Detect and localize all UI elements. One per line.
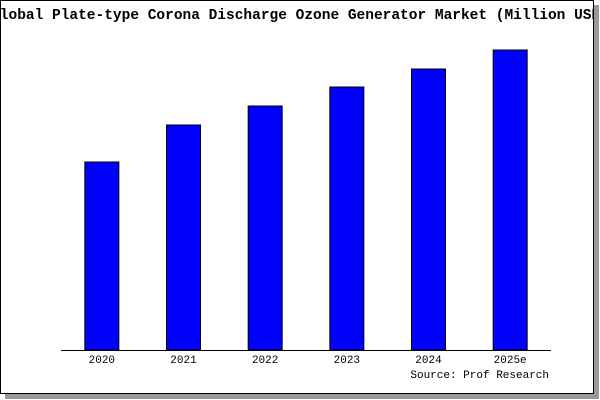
bar bbox=[329, 86, 365, 351]
bar bbox=[492, 49, 528, 351]
chart-title: Global Plate-type Corona Discharge Ozone… bbox=[0, 8, 600, 24]
bar bbox=[411, 68, 446, 351]
bar bbox=[166, 124, 201, 351]
bar bbox=[247, 105, 283, 351]
x-tick-label: 2023 bbox=[334, 355, 360, 367]
bar bbox=[84, 161, 120, 351]
x-tick-label: 2025e bbox=[494, 355, 527, 367]
x-tick-label: 2022 bbox=[252, 355, 278, 367]
x-tick-label: 2020 bbox=[89, 355, 115, 367]
x-tick-label: 2024 bbox=[415, 355, 442, 367]
source: Source: Prof Research bbox=[410, 370, 549, 382]
x-tick-label: 2021 bbox=[170, 355, 197, 367]
